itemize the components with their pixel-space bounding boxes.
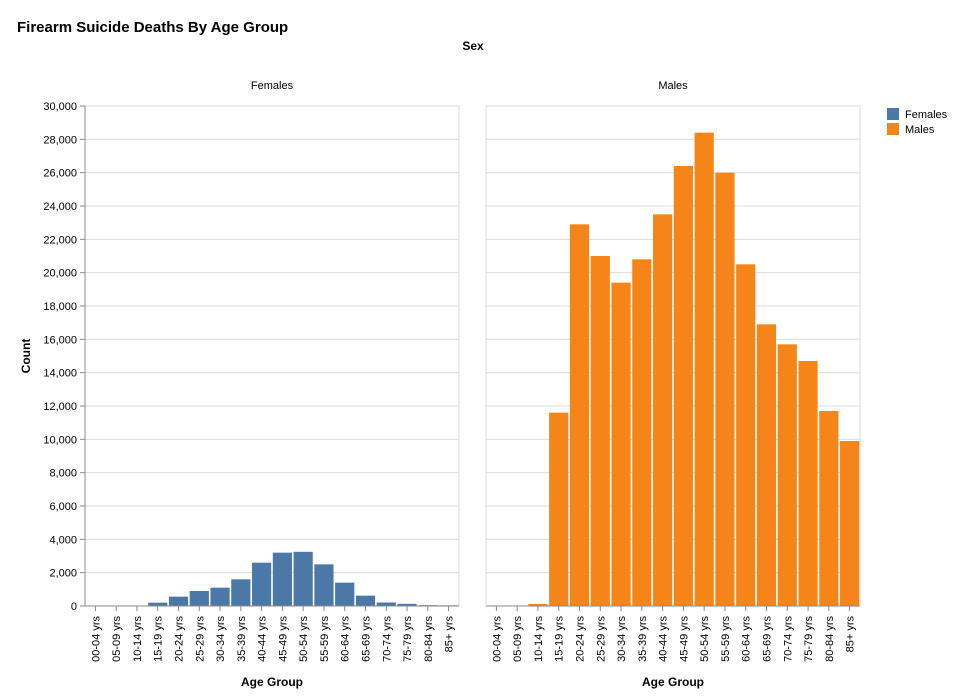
y-tick-label: 30,000 <box>43 101 77 113</box>
bar-males <box>528 604 548 606</box>
x-tick-label: 15-19 yrs <box>554 616 566 662</box>
legend-swatch-females <box>887 108 899 120</box>
x-tick-label: 60-64 yrs <box>741 616 753 662</box>
y-tick-label: 8,000 <box>49 468 77 480</box>
bar-males <box>673 166 693 606</box>
panel-title-males: Males <box>658 80 688 92</box>
y-tick-label: 12,000 <box>43 401 77 413</box>
x-tick-label: 40-44 yrs <box>257 616 269 662</box>
bar-females <box>272 552 292 606</box>
bar-males <box>590 256 610 606</box>
x-axis-title-males: Age Group <box>642 675 704 689</box>
y-tick-label: 16,000 <box>43 334 77 346</box>
panel-females: 00-04 yrs 05-09 yrs 10-14 yrs 15-19 yrs 20-2… <box>84 105 460 662</box>
x-tick-label: 60-64 yrs <box>340 616 352 662</box>
x-tick-label: 80-84 yrs <box>824 616 836 662</box>
x-tick-label: 35-39 yrs <box>236 616 248 662</box>
x-tick-label: 40-44 yrs <box>658 616 670 662</box>
bar-females <box>168 596 189 606</box>
y-tick-label: 6,000 <box>49 501 77 513</box>
y-tick-label: 22,000 <box>43 234 77 246</box>
bar-females <box>189 591 209 606</box>
bar-females <box>148 602 168 606</box>
bar-males <box>569 224 590 607</box>
bar-females <box>314 564 334 606</box>
x-tick-label: 35-39 yrs <box>637 616 649 662</box>
panel-frame <box>84 105 460 607</box>
legend: Females Males <box>887 108 948 136</box>
x-tick-label: 00-04 yrs <box>491 616 503 662</box>
x-tick-label: 65-69 yrs <box>762 616 774 662</box>
x-tick-label: 00-04 yrs <box>90 616 102 662</box>
y-axis-title: Count <box>19 339 33 374</box>
x-tick-label: 30-34 yrs <box>616 616 628 662</box>
x-tick-label: 15-19 yrs <box>153 616 165 662</box>
x-tick-label: 20-24 yrs <box>575 616 587 662</box>
x-tick-label: 25-29 yrs <box>194 616 206 662</box>
x-tick-label: 55-59 yrs <box>319 616 331 662</box>
x-tick-label: 45-49 yrs <box>277 616 289 662</box>
y-tick-label: 20,000 <box>43 268 77 280</box>
panel-males: 00-04 yrs 05-09 yrs 10-14 yrs 15-19 yrs 20-2… <box>485 105 861 662</box>
bar-females <box>252 562 272 606</box>
x-tick-label: 75-79 yrs <box>803 616 815 662</box>
bar-males <box>736 264 756 606</box>
bar-females <box>210 587 230 606</box>
y-tick-label: 10,000 <box>43 434 77 446</box>
bar-females <box>293 551 313 606</box>
legend-label-males: Males <box>905 124 935 136</box>
y-tick-label: 18,000 <box>43 301 77 313</box>
x-tick-label: 45-49 yrs <box>678 616 690 662</box>
x-tick-label: 65-69 yrs <box>361 616 373 662</box>
chart-title: Firearm Suicide Deaths By Age Group <box>17 19 288 36</box>
x-tick-label: 85+ yrs <box>845 616 857 653</box>
bar-males <box>819 411 839 606</box>
x-tick-label: 05-09 yrs <box>512 616 524 662</box>
x-tick-label: 75-79 yrs <box>402 616 414 662</box>
x-tick-label: 10-14 yrs <box>132 616 144 662</box>
bar-males <box>777 344 797 606</box>
x-tick-label: 70-74 yrs <box>381 616 393 662</box>
bar-females <box>335 582 355 606</box>
x-tick-label: 50-54 yrs <box>298 616 310 662</box>
x-axis-title-females: Age Group <box>241 675 303 689</box>
y-tick-label: 2,000 <box>49 568 77 580</box>
x-tick-label: 30-34 yrs <box>215 616 227 662</box>
x-tick-label: 50-54 yrs <box>699 616 711 662</box>
x-tick-label: 10-14 yrs <box>533 616 545 662</box>
facet-header-title: Sex <box>462 39 484 53</box>
bar-males <box>840 441 860 606</box>
panel-title-females: Females <box>251 80 294 92</box>
bar-males <box>653 214 673 607</box>
x-tick-label: 55-59 yrs <box>720 616 732 662</box>
bar-males <box>715 172 735 606</box>
bar-males <box>694 132 714 606</box>
x-tick-label: 85+ yrs <box>444 616 456 653</box>
bar-females <box>355 595 376 606</box>
y-tick-label: 24,000 <box>43 201 77 213</box>
x-tick-label: 20-24 yrs <box>174 616 186 662</box>
bar-males <box>798 361 818 606</box>
x-tick-label: 05-09 yrs <box>111 616 123 662</box>
x-tick-label: 25-29 yrs <box>595 616 607 662</box>
bar-females <box>231 579 251 606</box>
bar-males <box>549 412 569 606</box>
bar-females <box>376 602 396 606</box>
x-tick-label: 80-84 yrs <box>423 616 435 662</box>
y-tick-label: 0 <box>71 601 77 613</box>
bar-males <box>611 282 631 606</box>
legend-swatch-males <box>887 123 899 135</box>
x-tick-label: 70-74 yrs <box>782 616 794 662</box>
y-tick-label: 14,000 <box>43 368 77 380</box>
y-tick-label: 26,000 <box>43 168 77 180</box>
y-tick-label: 4,000 <box>49 534 77 546</box>
bar-males <box>632 259 652 606</box>
bar-females <box>397 603 417 606</box>
bar-males <box>756 324 777 606</box>
y-axis: 0 2,000 4,000 6,000 8,000 10,000 12,000 14,000 1… <box>43 101 86 613</box>
legend-label-females: Females <box>905 109 948 121</box>
y-tick-label: 28,000 <box>43 134 77 146</box>
